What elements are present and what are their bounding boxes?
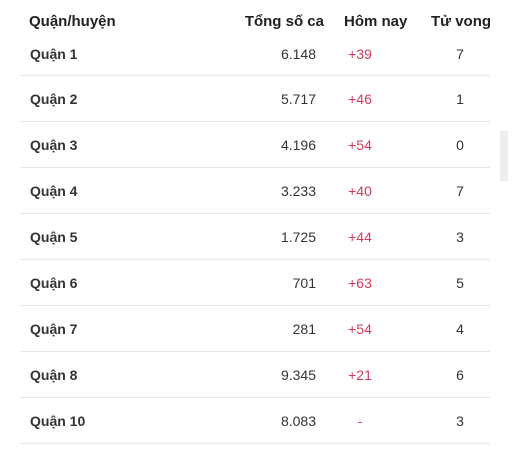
- total-cases: 9.345: [280, 367, 316, 383]
- table-row: Quận 7 281 +54 4: [20, 306, 490, 352]
- total-cases: 8.083: [280, 413, 316, 429]
- table-row: Quận 5 1.725 +44 3: [20, 214, 490, 260]
- table-row: Quận 4 3.233 +40 7: [20, 168, 490, 214]
- district-name: Quận 2: [30, 91, 78, 107]
- deaths-count: 7: [456, 183, 464, 199]
- district-name: Quận 8: [30, 367, 78, 383]
- district-name: Quận 4: [30, 183, 78, 199]
- today-cases: +44: [348, 229, 372, 245]
- today-cases: +40: [348, 183, 372, 199]
- today-cases: +54: [348, 137, 372, 153]
- column-header-district[interactable]: Quận/huyện: [29, 13, 116, 30]
- total-cases: 701: [292, 275, 316, 291]
- deaths-count: 1: [456, 91, 464, 107]
- today-cases: +39: [348, 46, 372, 62]
- deaths-count: 4: [456, 321, 464, 337]
- total-cases: 3.233: [280, 183, 316, 199]
- deaths-count: 5: [456, 275, 464, 291]
- today-cases: +21: [348, 367, 372, 383]
- deaths-count: 3: [456, 229, 464, 245]
- table-row: Quận 6 701 +63 5: [20, 260, 490, 306]
- today-cases: +46: [348, 91, 372, 107]
- district-name: Quận 3: [30, 137, 78, 153]
- table-header: Quận/huyện Tổng số ca Hôm nay Tử vong: [0, 0, 518, 44]
- scrollbar-thumb[interactable]: [500, 131, 508, 181]
- district-name: Quận 7: [30, 321, 78, 337]
- total-cases: 5.717: [280, 91, 316, 107]
- column-header-today[interactable]: Hôm nay: [344, 13, 408, 30]
- deaths-count: 7: [456, 46, 464, 62]
- total-cases: 1.725: [280, 229, 316, 245]
- today-cases: +63: [348, 275, 372, 291]
- total-cases: 281: [292, 321, 316, 337]
- table-row: Quận 1 6.148 +39 7: [20, 30, 490, 76]
- district-name: Quận 5: [30, 229, 78, 245]
- table-row: Quận 3 4.196 +54 0: [20, 122, 490, 168]
- total-cases: 4.196: [280, 137, 316, 153]
- district-name: Quận 6: [30, 275, 78, 291]
- column-header-deaths[interactable]: Tử vong: [431, 13, 492, 30]
- today-cases: -: [357, 413, 363, 429]
- table-row: Quận 8 9.345 +21 6: [20, 352, 490, 398]
- district-name: Quận 1: [30, 46, 78, 62]
- deaths-count: 3: [456, 413, 464, 429]
- table-row: Quận 10 8.083 - 3: [20, 398, 490, 444]
- table-row: Quận 2 5.717 +46 1: [20, 76, 490, 122]
- today-cases: +54: [348, 321, 372, 337]
- district-name: Quận 10: [30, 413, 86, 429]
- total-cases: 6.148: [280, 46, 316, 62]
- deaths-count: 0: [456, 137, 464, 153]
- deaths-count: 6: [456, 367, 464, 383]
- column-header-total-cases[interactable]: Tổng số ca: [244, 13, 324, 30]
- table-body: Quận 1 6.148 +39 7 Quận 2 5.717 +46 1 Qu…: [20, 30, 490, 444]
